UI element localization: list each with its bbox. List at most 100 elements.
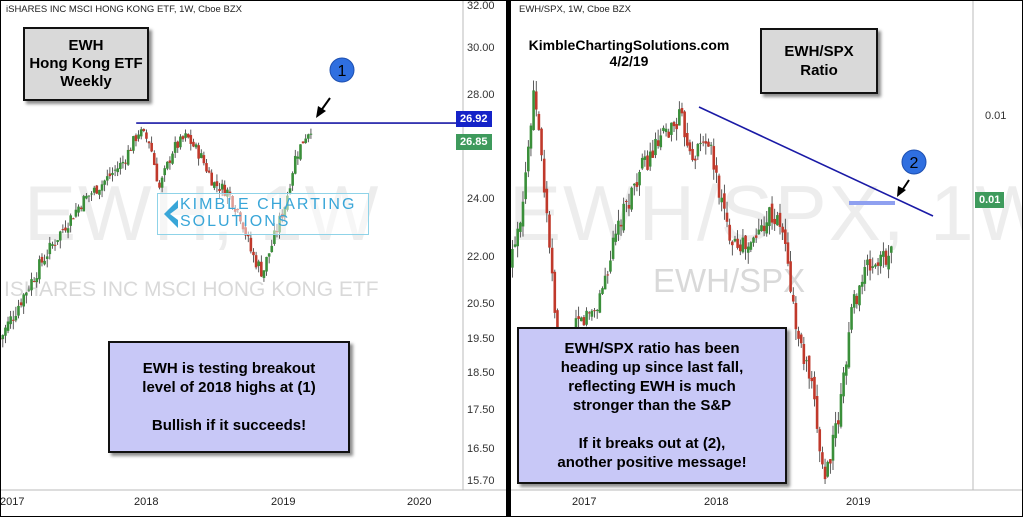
candle-body <box>116 168 120 173</box>
x-tick-label: 2017 <box>0 496 25 508</box>
candle-body <box>85 195 88 199</box>
candle-body <box>513 244 517 247</box>
candle-body <box>778 212 782 227</box>
marker-arrowhead <box>897 186 906 197</box>
candle-body <box>64 227 67 231</box>
candle-body <box>17 305 20 316</box>
candle-body <box>691 148 694 161</box>
candle-body <box>19 302 23 306</box>
candle-body <box>40 256 44 263</box>
candle-body <box>582 317 586 326</box>
candle-body <box>542 158 546 193</box>
candle-body <box>733 238 737 242</box>
candle-body <box>30 279 33 291</box>
candle-body <box>150 142 153 152</box>
candle-body <box>704 141 708 144</box>
candle-body <box>301 141 305 144</box>
candle-body <box>670 122 673 135</box>
candle-body <box>876 262 880 266</box>
candle-body <box>121 161 125 164</box>
candle-body <box>184 133 187 138</box>
candle-body <box>545 188 549 214</box>
y-tick-label: 32.00 <box>467 0 495 12</box>
note-line-7: another positive message! <box>557 454 747 471</box>
candle-body <box>672 122 676 127</box>
candle-body <box>53 244 57 246</box>
candle-body <box>757 229 761 235</box>
kimble-logo-icon <box>164 200 178 228</box>
left-chart-panel: iSHARES INC MSCI HONG KONG ETF, 1W, Cboe… <box>0 0 506 517</box>
candle-body <box>98 189 101 195</box>
candle-body <box>129 149 133 151</box>
candle-body <box>215 181 219 187</box>
chart-header: EWH/SPX, 1W, Cboe BZX <box>519 4 631 15</box>
note-spacer <box>110 397 348 416</box>
candle-body <box>752 237 755 243</box>
candle-body <box>516 228 519 247</box>
candle-body <box>593 310 596 312</box>
y-tick-label: 0.01 <box>985 110 1007 122</box>
candle-body <box>646 155 649 170</box>
candle-body <box>871 266 875 268</box>
candle-body <box>304 138 308 143</box>
title-line-1: EWH/SPX <box>784 43 854 60</box>
candle-body <box>725 212 729 222</box>
downtrend-line <box>698 106 934 217</box>
right-chart-panel: EWH/SPX, 1W, Cboe BZX EWH/SPX, 1W EWH/SP… <box>511 0 1023 517</box>
candle-body <box>82 196 86 212</box>
candle-body <box>640 157 644 169</box>
candle-body <box>720 197 724 203</box>
candle-body <box>776 215 779 226</box>
candle-body <box>585 310 588 325</box>
candle-body <box>675 123 678 130</box>
candle-body <box>192 141 195 147</box>
candle-body <box>92 187 96 193</box>
candle-body <box>667 131 671 138</box>
candle-body <box>654 138 657 156</box>
y-tick-label: 17.50 <box>467 404 495 416</box>
candle-body <box>1 335 5 340</box>
candle-body <box>662 127 665 131</box>
candle-body <box>728 224 731 241</box>
chart-header: iSHARES INC MSCI HONG KONG ETF, 1W, Cboe… <box>6 4 242 15</box>
candle-body <box>736 238 739 248</box>
candle-body <box>265 256 268 272</box>
candle-body <box>45 256 49 260</box>
breakout-zone <box>849 201 895 205</box>
candle-body <box>25 292 28 296</box>
candle-body <box>553 271 557 313</box>
candle-body <box>103 180 106 185</box>
candle-body <box>709 144 713 146</box>
candle-body <box>293 155 297 174</box>
candle-body <box>791 294 795 302</box>
candle-body <box>100 184 104 191</box>
candle-body <box>842 372 845 397</box>
candle-body <box>765 222 769 234</box>
y-tick-label: 19.50 <box>467 333 495 345</box>
right-chart-plot: 2 <box>511 0 1023 491</box>
candle-body <box>609 260 612 272</box>
candle-body <box>108 173 112 177</box>
kimble-logo: KIMBLE CHARTING SOLUTIONS <box>157 193 369 235</box>
candle-body <box>632 183 636 186</box>
candle-body <box>754 235 758 238</box>
candle-body <box>526 146 530 172</box>
candle-body <box>14 316 18 321</box>
candle-body <box>823 466 827 480</box>
candle-body <box>72 218 75 220</box>
candle-body <box>802 343 806 364</box>
candle-body <box>48 242 52 255</box>
candle-body <box>813 376 816 400</box>
candle-body <box>837 420 840 425</box>
candle-body <box>866 259 869 266</box>
candle-body <box>22 294 26 307</box>
candle-body <box>784 229 787 244</box>
candle-body <box>0 338 2 340</box>
candle-body <box>87 195 91 197</box>
marker-label: 1 <box>338 63 347 80</box>
candle-body <box>176 141 180 148</box>
candle-body <box>252 251 255 256</box>
x-tick-label: 2018 <box>704 496 729 508</box>
candle-body <box>852 294 856 308</box>
candle-body <box>794 302 798 330</box>
